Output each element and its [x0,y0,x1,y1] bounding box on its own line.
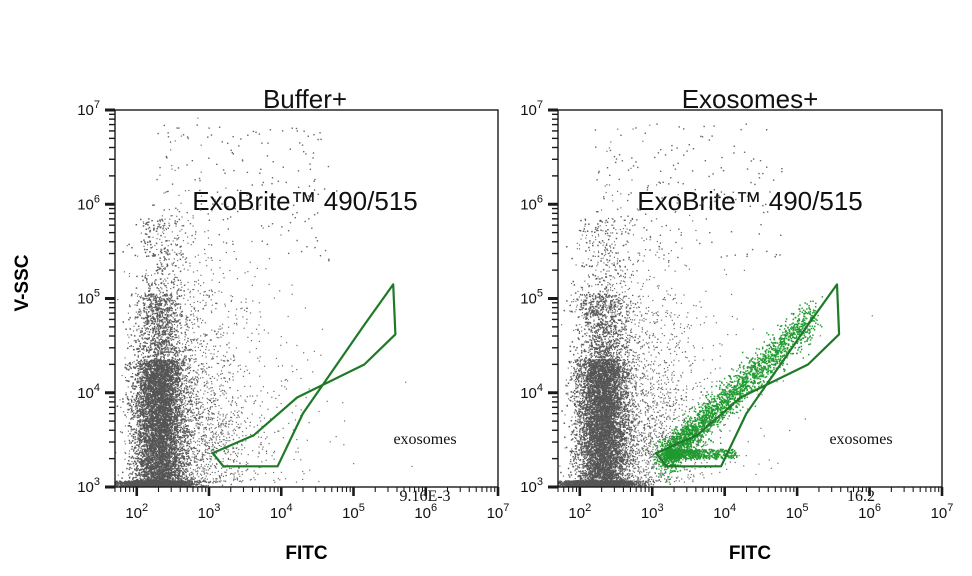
panel-title-left-line1: Buffer+ [95,82,515,116]
gate-label-right-value: 16.2 [796,487,926,506]
gate-label-right-name: exosomes [796,430,926,449]
panel-title-left-line2: ExoBrite™ 490/515 [95,184,515,218]
x-axis-title-left: FITC [115,543,498,565]
gate-label-left-value: 9.16E-3 [360,487,490,506]
panel-title-left: Buffer+ ExoBrite™ 490/515 [95,14,515,286]
panel-title-right-line2: ExoBrite™ 490/515 [540,184,960,218]
x-axis-title-right: FITC [558,543,942,565]
gate-label-right: exosomes 16.2 [796,392,926,544]
panel-title-right: Exosomes+ ExoBrite™ 490/515 [540,14,960,286]
gate-label-left: exosomes 9.16E-3 [360,392,490,544]
panel-title-right-line1: Exosomes+ [540,82,960,116]
gate-label-left-name: exosomes [360,430,490,449]
